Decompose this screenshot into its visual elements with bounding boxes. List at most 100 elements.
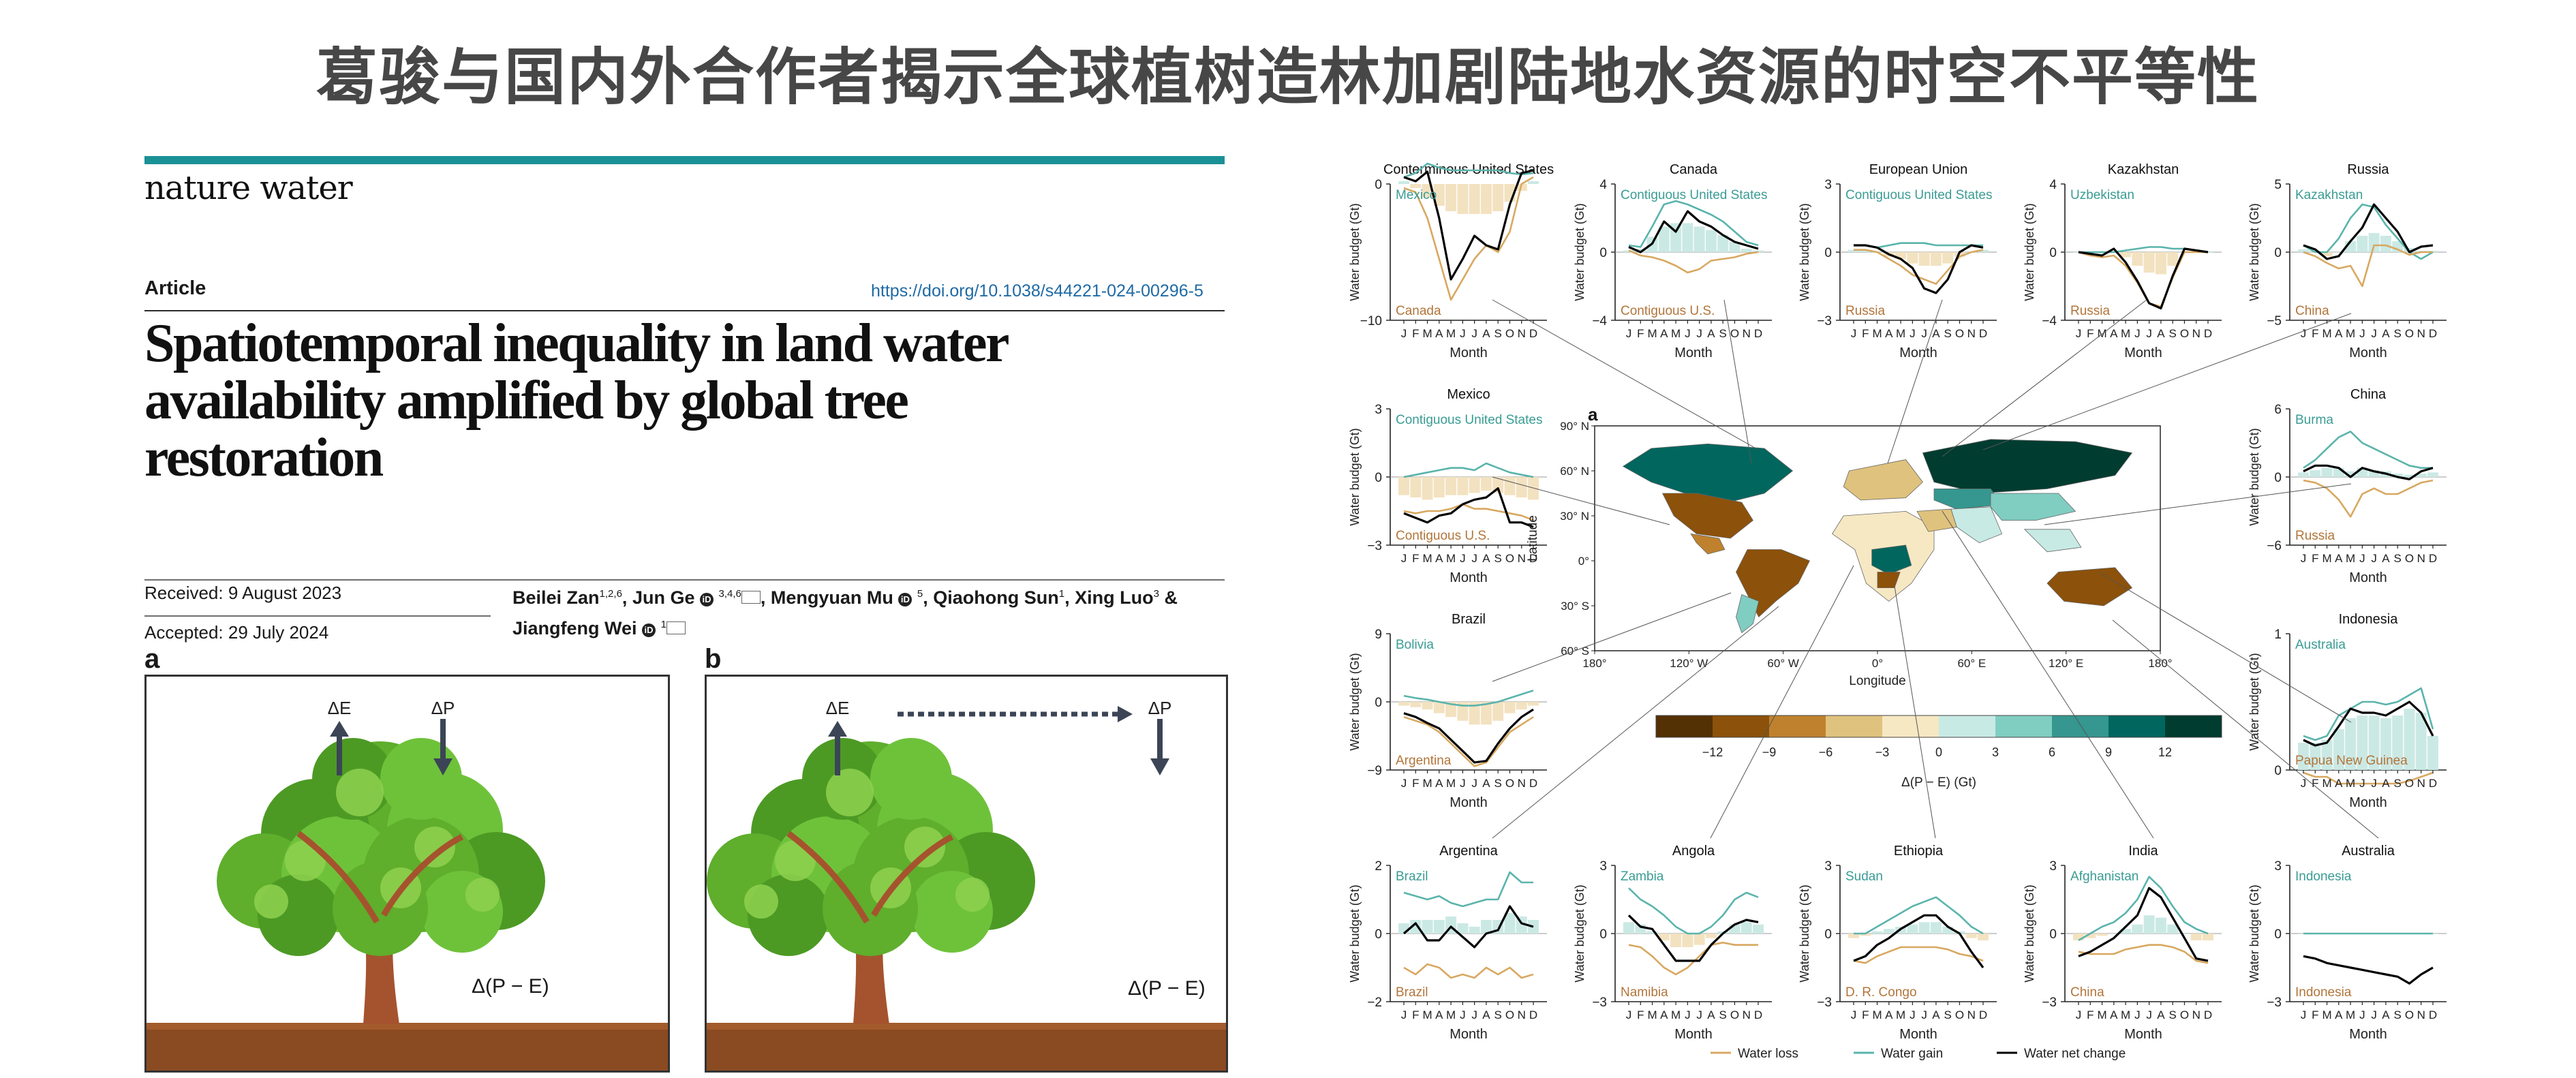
- x-tick-label: O: [1730, 327, 1739, 340]
- author-list: Beilei Zan1,2,6, Jun Ge iD 3,4,6, Mengyu…: [512, 587, 1178, 638]
- x-tick-label: N: [1518, 552, 1526, 565]
- x-axis-label: Month: [2349, 795, 2387, 810]
- lon-axis-label: Longitude: [1849, 674, 1905, 688]
- x-axis-label: Month: [1899, 345, 1937, 360]
- leader-line: [1894, 585, 1936, 839]
- y-axis-label: Water budget (Gt): [2248, 884, 2261, 982]
- x-tick-label: N: [2192, 327, 2201, 340]
- x-tick-label: M: [2346, 552, 2355, 565]
- x-tick-label: F: [1412, 1008, 1419, 1021]
- x-tick-label: D: [1979, 327, 1987, 340]
- x-tick-label: J: [1696, 327, 1702, 340]
- soil: [707, 1023, 1226, 1071]
- x-tick-label: M: [1872, 1008, 1882, 1021]
- x-tick-label: M: [2121, 327, 2130, 340]
- x-tick-label: M: [1446, 777, 1456, 790]
- series-line: [2078, 251, 2208, 308]
- orcid-icon[interactable]: iD: [898, 593, 913, 606]
- x-axis-label: Month: [1450, 795, 1488, 810]
- chart-title: Indonesia: [2339, 612, 2399, 627]
- x-tick-label: M: [1446, 552, 1456, 565]
- paper-title: Spatiotemporal inequality in land water …: [144, 315, 1235, 487]
- net-bar: [2120, 252, 2132, 258]
- y-axis-label: Water budget (Gt): [2023, 884, 2036, 982]
- email-icon[interactable]: [666, 621, 686, 634]
- x-tick-label: J: [2134, 327, 2141, 340]
- map-panel-letter: a: [1588, 404, 1598, 425]
- x-tick-label: N: [1743, 1008, 1751, 1021]
- x-tick-label: S: [1494, 1008, 1502, 1021]
- x-tick-label: M: [2097, 1008, 2106, 1021]
- net-bar: [1492, 477, 1504, 493]
- legend-item: Water gain: [1854, 1047, 1943, 1061]
- y-tick-label: −10: [1360, 314, 1382, 328]
- received-date: Received: 9 August 2023: [144, 583, 342, 603]
- y-axis-label: Water budget (Gt): [1573, 884, 1586, 982]
- tree-foliage: [285, 840, 326, 881]
- country-shape: [1843, 459, 1923, 501]
- net-bar: [2167, 252, 2179, 266]
- lon-tick-label: 60° W: [1767, 657, 1798, 670]
- x-tick-label: J: [1471, 327, 1477, 340]
- x-tick-label: A: [2335, 1008, 2343, 1021]
- email-icon[interactable]: [741, 591, 761, 604]
- orcid-icon[interactable]: iD: [642, 623, 656, 637]
- doi-link[interactable]: https://doi.org/10.1038/s44221-024-00296…: [871, 281, 1203, 301]
- x-tick-label: F: [1637, 327, 1644, 340]
- net-bar: [1741, 249, 1752, 252]
- country-shape: [2023, 529, 2082, 553]
- y-axis-label: Water budget (Gt): [1348, 203, 1362, 301]
- x-tick-label: J: [1685, 1008, 1691, 1021]
- x-tick-label: J: [1851, 327, 1857, 340]
- net-bar: [1469, 184, 1480, 214]
- gain-region-label: Afghanistan: [2070, 869, 2138, 884]
- delta-pe-label: Δ(P − E): [472, 975, 549, 998]
- net-bar: [2132, 252, 2143, 266]
- series-line: [2303, 203, 2434, 260]
- y-tick-label: 9: [1375, 628, 1382, 642]
- lat-tick-label: 90° N: [1560, 420, 1589, 433]
- x-tick-label: F: [1412, 552, 1419, 565]
- author-name: Jiangfeng Wei iD 1: [512, 618, 686, 638]
- net-bar: [1741, 922, 1752, 934]
- net-bar: [1907, 924, 1918, 934]
- loss-region-label: Canada: [1396, 304, 1441, 318]
- colorbar-tick-label: −3: [1875, 745, 1890, 759]
- y-tick-label: 0: [2274, 764, 2282, 778]
- leader-line: [1942, 510, 2154, 839]
- net-bar: [2415, 713, 2427, 770]
- x-tick-label: O: [2180, 327, 2189, 340]
- legend-item: Water net change: [1997, 1047, 2126, 1061]
- x-tick-label: N: [2417, 552, 2425, 565]
- series-line: [1628, 249, 1759, 274]
- y-axis-label: Water budget (Gt): [1348, 884, 1362, 982]
- y-tick-label: 5: [2274, 178, 2282, 192]
- series-line: [2303, 244, 2433, 288]
- net-bar: [1480, 920, 1492, 934]
- y-tick-label: 0: [1599, 927, 1607, 942]
- x-tick-label: M: [2346, 327, 2355, 340]
- gain-region-label: Zambia: [1621, 869, 1664, 884]
- x-tick-label: N: [1518, 1008, 1526, 1021]
- colorbar-swatch: [2165, 715, 2222, 737]
- author-affiliation: 1: [1058, 588, 1065, 600]
- series-line: [1854, 896, 1984, 935]
- series-line: [1403, 871, 1533, 908]
- series-line: [1628, 942, 1758, 976]
- x-tick-label: M: [1422, 777, 1432, 790]
- series-line: [1854, 244, 1984, 294]
- y-tick-label: 0: [1824, 246, 1832, 260]
- y-tick-label: −3: [2042, 996, 2057, 1010]
- net-bar: [2310, 470, 2321, 477]
- chart-title: Australia: [2342, 844, 2395, 859]
- y-tick-label: 0: [1824, 927, 1832, 942]
- orcid-icon[interactable]: iD: [699, 593, 714, 606]
- y-tick-label: 0: [1375, 696, 1382, 710]
- gain-region-label: Australia: [2295, 638, 2346, 652]
- gain-region-label: Contiguous United States: [1845, 188, 1992, 202]
- x-tick-label: F: [2312, 327, 2318, 340]
- x-tick-label: S: [2394, 327, 2402, 340]
- net-bar: [2155, 917, 2166, 934]
